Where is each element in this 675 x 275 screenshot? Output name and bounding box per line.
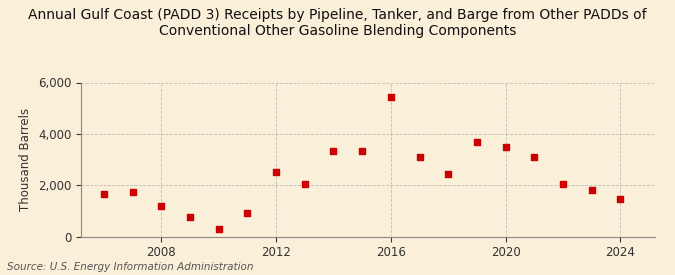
Point xyxy=(529,155,539,159)
Point xyxy=(615,197,626,202)
Point xyxy=(328,148,339,153)
Point xyxy=(99,192,109,196)
Point xyxy=(184,215,195,219)
Point xyxy=(471,139,482,144)
Text: Annual Gulf Coast (PADD 3) Receipts by Pipeline, Tanker, and Barge from Other PA: Annual Gulf Coast (PADD 3) Receipts by P… xyxy=(28,8,647,38)
Point xyxy=(299,182,310,186)
Point xyxy=(500,144,511,149)
Point xyxy=(558,182,568,186)
Point xyxy=(242,211,252,216)
Point xyxy=(385,94,396,99)
Point xyxy=(443,171,454,176)
Point xyxy=(414,155,425,159)
Point xyxy=(271,170,281,175)
Point xyxy=(127,189,138,194)
Point xyxy=(586,188,597,192)
Point xyxy=(156,204,167,208)
Point xyxy=(213,227,224,231)
Point xyxy=(356,148,367,153)
Y-axis label: Thousand Barrels: Thousand Barrels xyxy=(20,108,32,211)
Text: Source: U.S. Energy Information Administration: Source: U.S. Energy Information Administ… xyxy=(7,262,253,272)
